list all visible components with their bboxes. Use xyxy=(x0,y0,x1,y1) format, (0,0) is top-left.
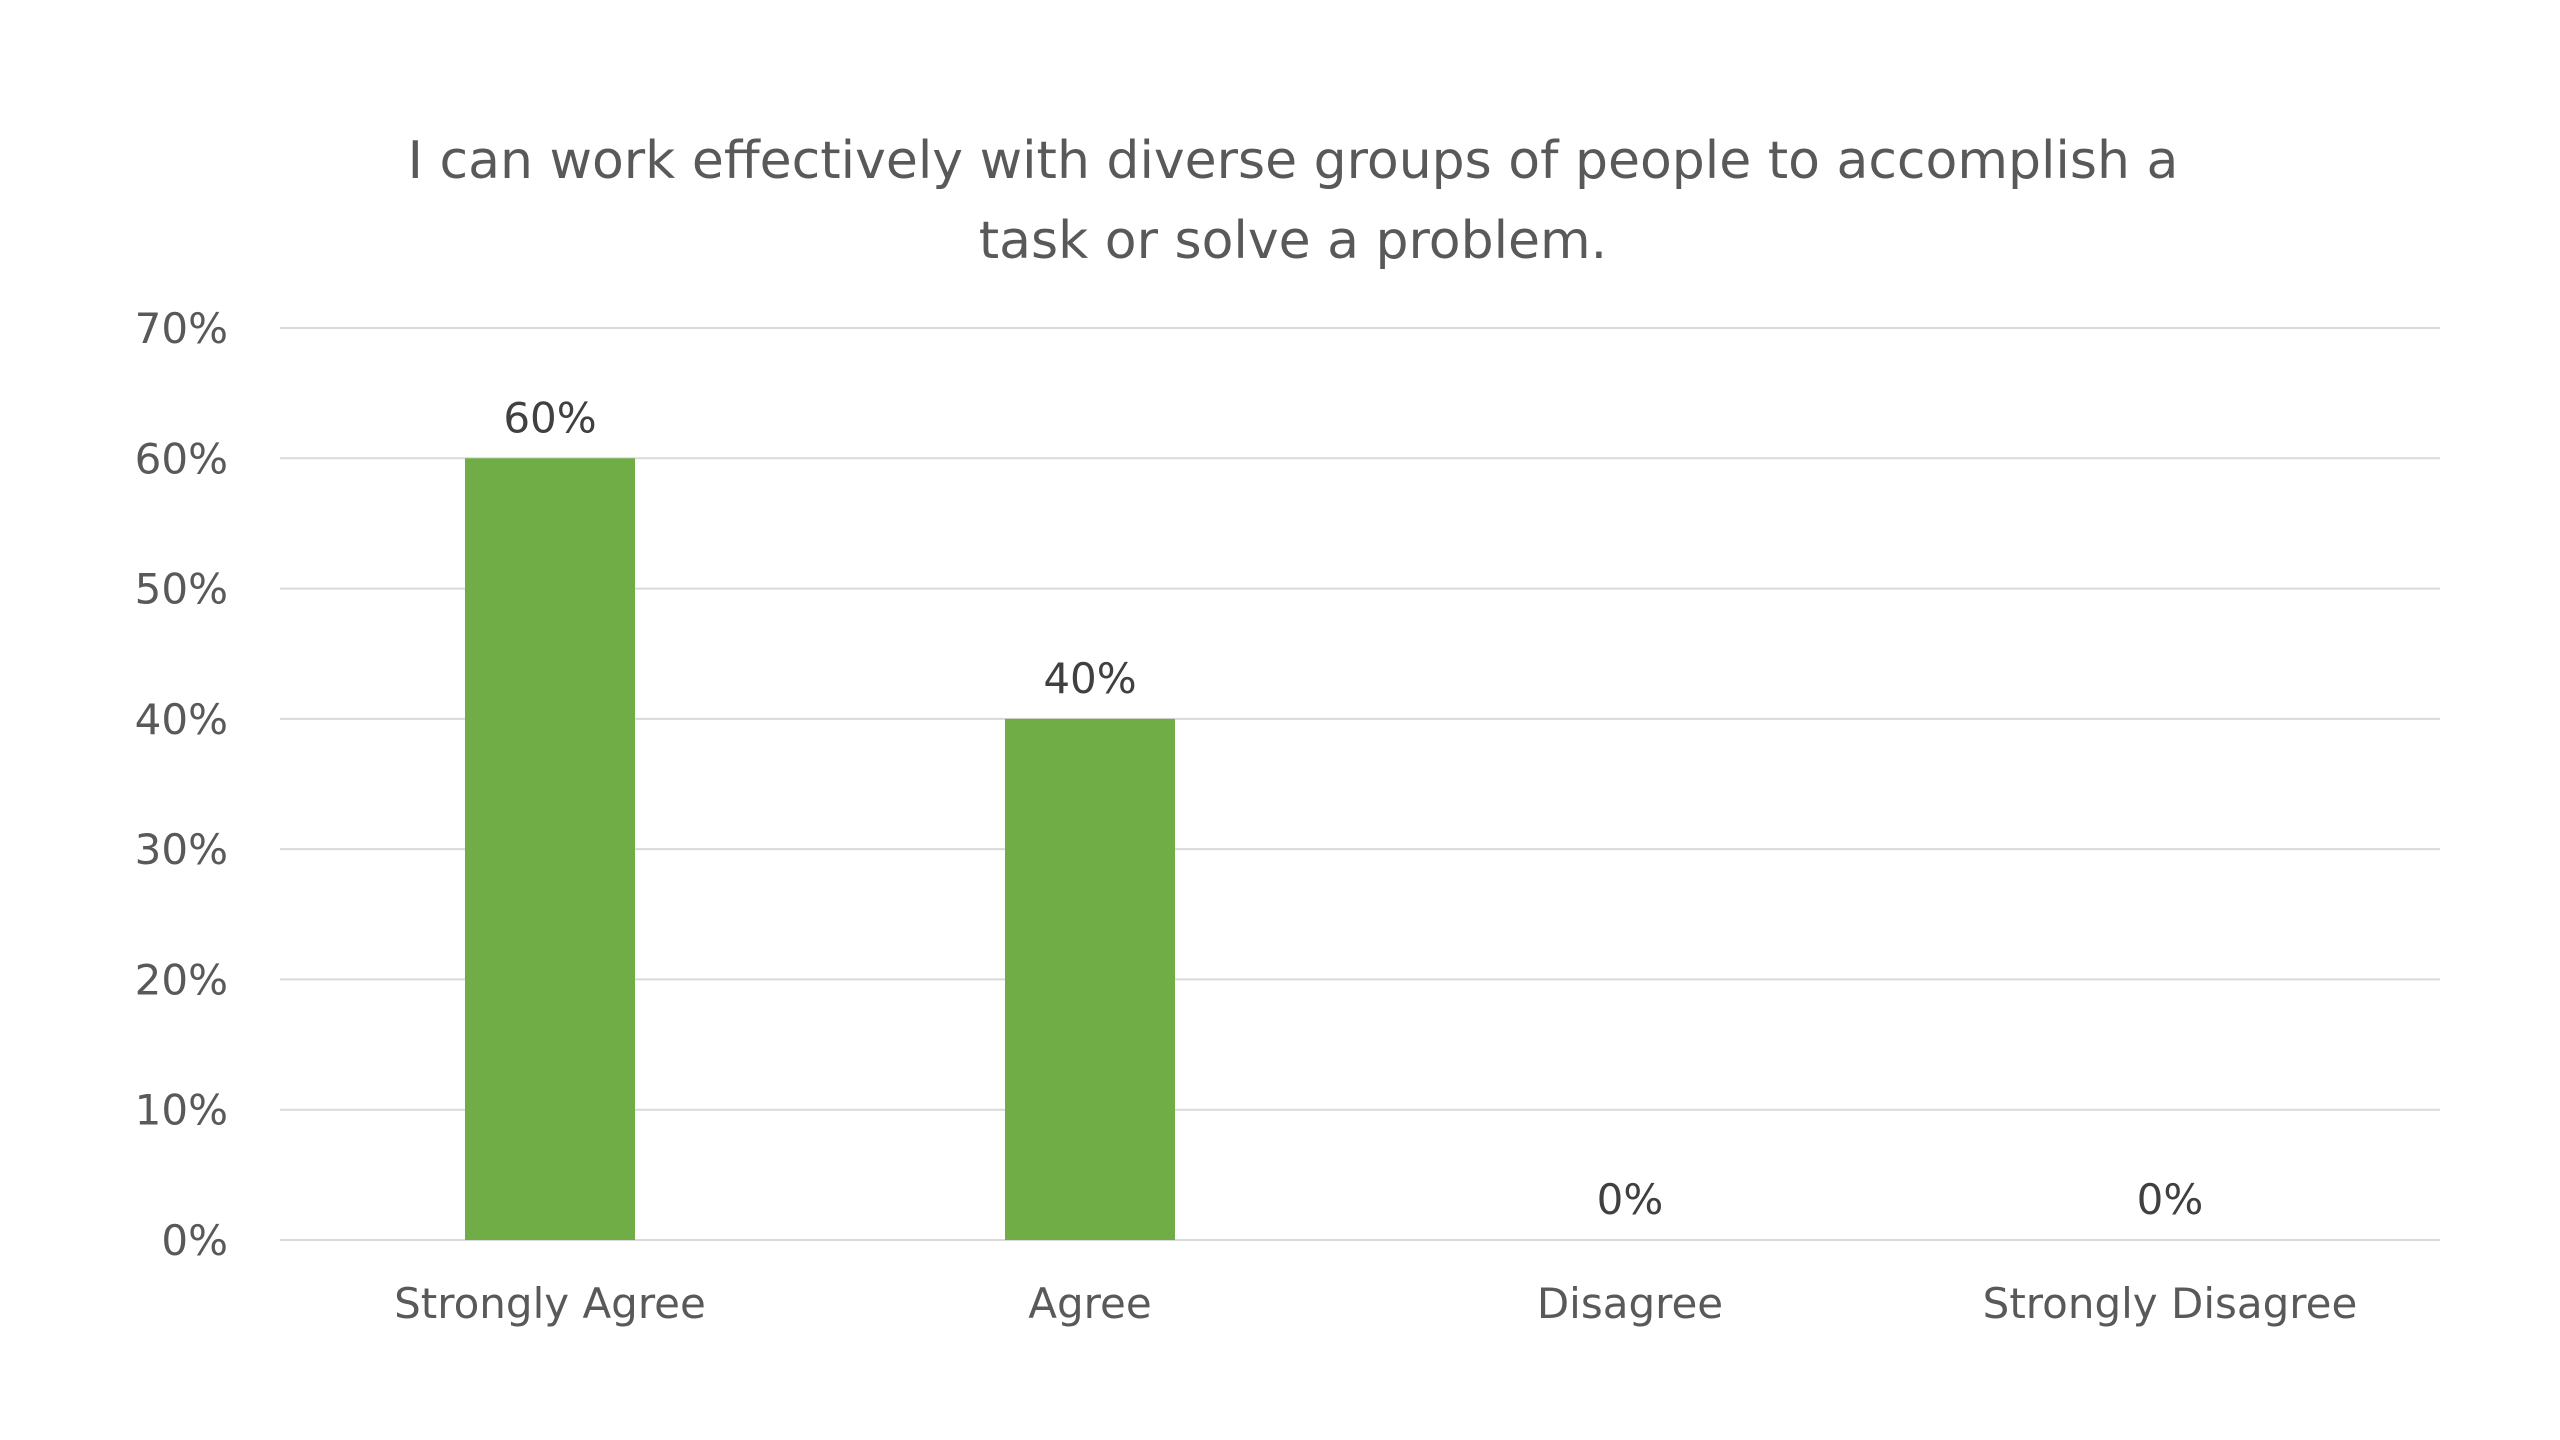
y-tick-label-30: 30% xyxy=(135,825,228,874)
data-label-strongly-agree: 60% xyxy=(503,393,596,442)
chart-title-line-2: task or solve a problem. xyxy=(979,211,1607,271)
chart-title-line-1: I can work effectively with diverse grou… xyxy=(408,131,2179,191)
category-label-strongly-disagree: Strongly Disagree xyxy=(1983,1279,2358,1328)
category-label-agree: Agree xyxy=(1028,1279,1151,1328)
y-tick-label-70: 70% xyxy=(135,304,228,353)
y-tick-label-40: 40% xyxy=(135,695,228,744)
data-label-strongly-disagree: 0% xyxy=(2137,1175,2204,1224)
y-tick-label-0: 0% xyxy=(161,1216,228,1265)
data-label-disagree: 0% xyxy=(1597,1175,1664,1224)
y-tick-label-10: 10% xyxy=(135,1086,228,1135)
y-axis-tick-labels: 0% 10% 20% 30% 40% 50% 60% 70% xyxy=(135,304,228,1265)
bar-agree xyxy=(1005,718,1175,1240)
data-label-agree: 40% xyxy=(1043,654,1136,703)
y-tick-label-20: 20% xyxy=(135,955,228,1004)
x-axis-category-labels: Strongly Agree Agree Disagree Strongly Disa… xyxy=(394,1279,2357,1328)
bar-strongly-agree xyxy=(465,458,635,1240)
data-labels: 60% 40% 0% 0% xyxy=(503,393,2203,1224)
y-tick-label-60: 60% xyxy=(135,434,228,483)
category-label-disagree: Disagree xyxy=(1537,1279,1723,1328)
y-tick-label-50: 50% xyxy=(135,565,228,614)
category-label-strongly-agree: Strongly Agree xyxy=(394,1279,706,1328)
gridlines xyxy=(280,327,2440,1241)
bars xyxy=(465,458,1175,1240)
chart-title: I can work effectively with diverse grou… xyxy=(408,131,2179,271)
